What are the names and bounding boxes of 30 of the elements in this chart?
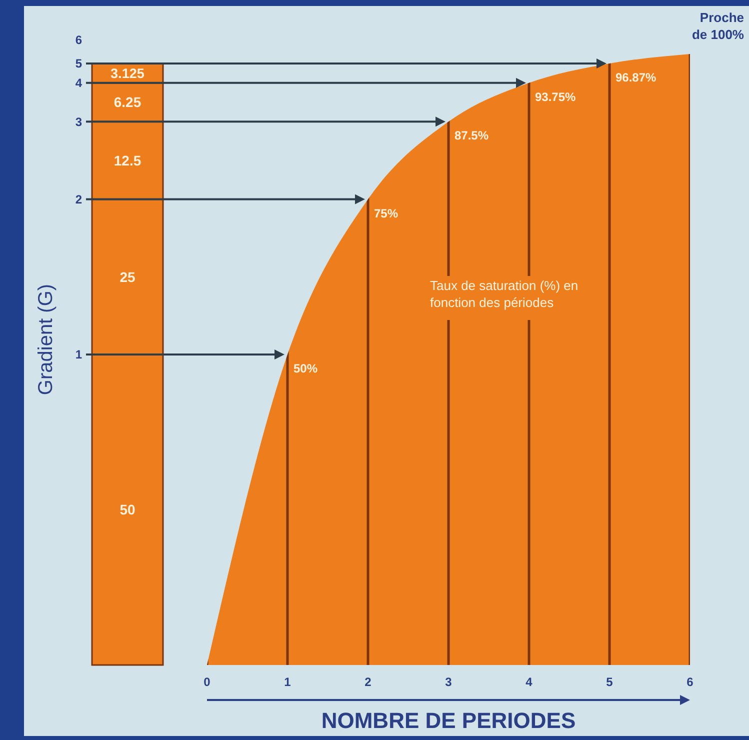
- text: 5: [75, 56, 82, 71]
- text: 6: [75, 33, 82, 48]
- data-label: 50: [120, 502, 136, 518]
- y-axis-title: Gradient (G): [35, 284, 57, 396]
- data-label: 6.25: [114, 94, 142, 110]
- data-label: 96.87%: [616, 70, 657, 84]
- text: 3: [75, 114, 82, 129]
- data-label: 25: [120, 268, 136, 285]
- x-tick-label: 3: [445, 675, 452, 689]
- text: 1: [75, 348, 82, 362]
- data-label: 3.125: [110, 66, 145, 81]
- data-label: 50%: [294, 362, 318, 376]
- x-tick-label: 1: [284, 675, 292, 689]
- data-label: 93.75%: [535, 90, 576, 104]
- bar: [91, 120, 164, 200]
- x-tick-label: 6: [686, 675, 694, 689]
- bar: [91, 354, 164, 666]
- data-label: 75%: [374, 206, 398, 220]
- data-label: 87.5%: [454, 128, 489, 143]
- text: 2: [75, 192, 82, 206]
- data-label: 12.5: [114, 152, 142, 168]
- bar: [91, 198, 164, 356]
- text: Proche de 100%: [692, 10, 744, 42]
- x-axis-title: NOMBRE DE PERIODES: [321, 708, 576, 733]
- annotation: Taux de saturation (%) en fonction des périodes: [430, 278, 578, 310]
- x-tick-label: 2: [364, 675, 372, 689]
- x-tick-label: 4: [526, 675, 533, 689]
- text: 4: [75, 76, 82, 90]
- x-tick-label: 5: [606, 675, 614, 689]
- x-tick-label: 0: [204, 675, 211, 689]
